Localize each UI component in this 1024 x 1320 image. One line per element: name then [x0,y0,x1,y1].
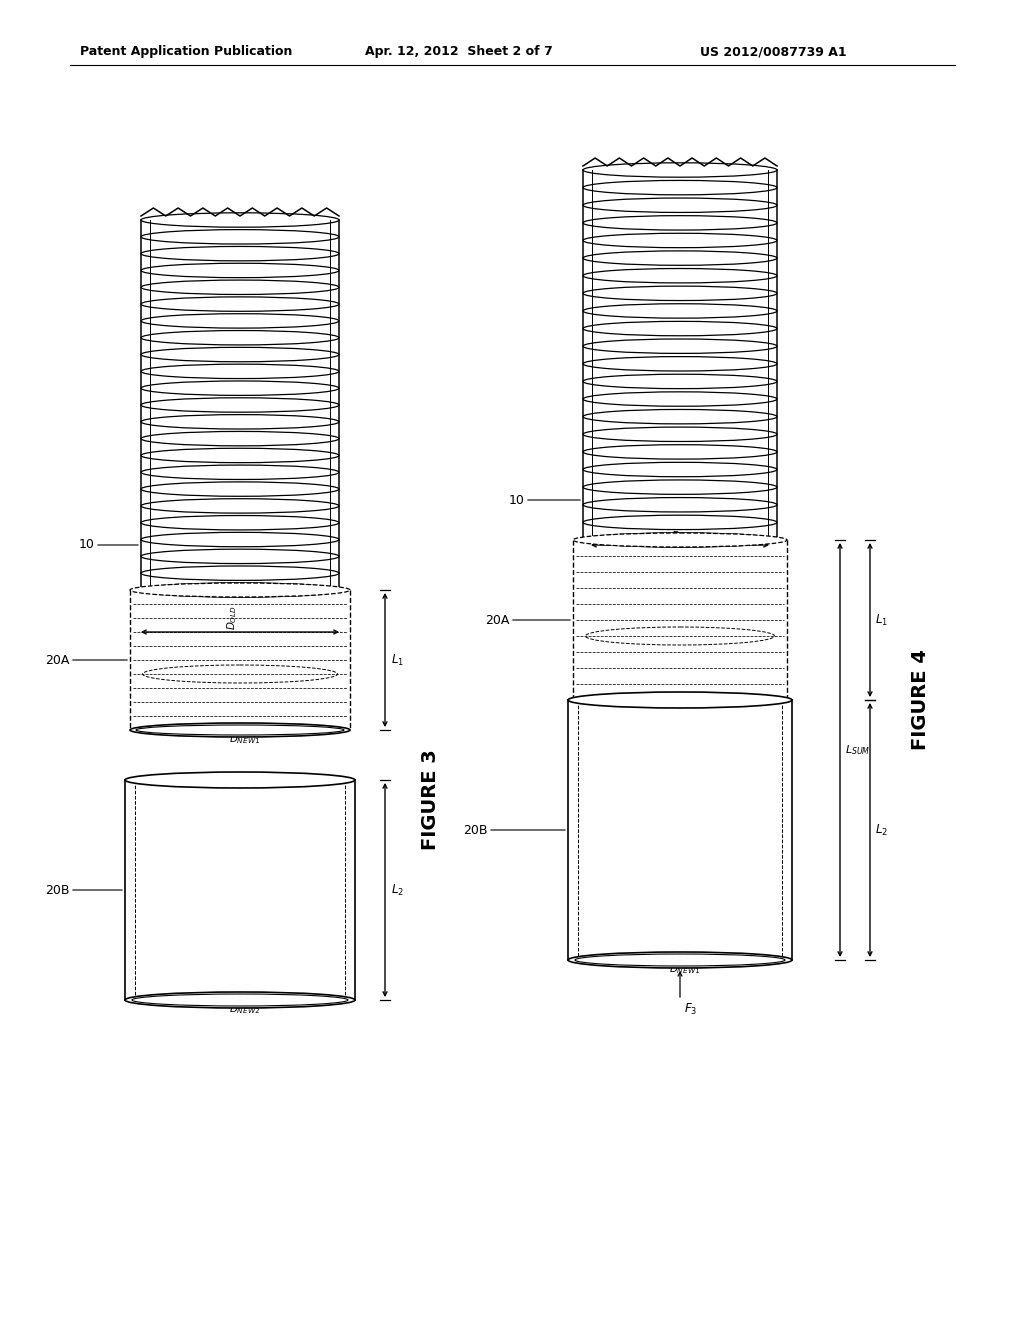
Text: FIGURE 4: FIGURE 4 [910,649,930,751]
Text: $D_{NEW1}$: $D_{NEW1}$ [229,733,260,746]
Text: FIGURE 3: FIGURE 3 [421,750,439,850]
Text: US 2012/0087739 A1: US 2012/0087739 A1 [700,45,847,58]
Ellipse shape [573,693,787,708]
Ellipse shape [125,772,355,788]
Text: $F_3$: $F_3$ [684,1002,697,1018]
Ellipse shape [568,952,792,968]
Text: 20B: 20B [45,883,122,896]
Text: $L_1$: $L_1$ [391,652,404,668]
Ellipse shape [573,533,787,546]
Text: Patent Application Publication: Patent Application Publication [80,45,293,58]
Text: $D_{NEW1}$: $D_{NEW1}$ [670,962,700,975]
Text: $L_1$: $L_1$ [874,612,888,627]
Text: $L_2$: $L_2$ [391,883,404,898]
Ellipse shape [130,583,350,597]
Text: $D_{NEW2}$: $D_{NEW2}$ [229,1002,260,1016]
Text: 10: 10 [509,494,581,507]
Ellipse shape [125,993,355,1008]
Text: Apr. 12, 2012  Sheet 2 of 7: Apr. 12, 2012 Sheet 2 of 7 [365,45,553,58]
Text: $D_{OLD}$: $D_{OLD}$ [225,605,239,630]
Text: 20A: 20A [46,653,127,667]
Ellipse shape [130,723,350,737]
Text: 20A: 20A [485,614,570,627]
Text: 10: 10 [79,539,138,552]
Text: $L_{SUM}$: $L_{SUM}$ [845,743,870,756]
Text: $L_2$: $L_2$ [874,822,888,838]
Text: $D_{OLD}$: $D_{OLD}$ [671,529,695,543]
Ellipse shape [568,692,792,708]
Text: 20B: 20B [464,824,565,837]
